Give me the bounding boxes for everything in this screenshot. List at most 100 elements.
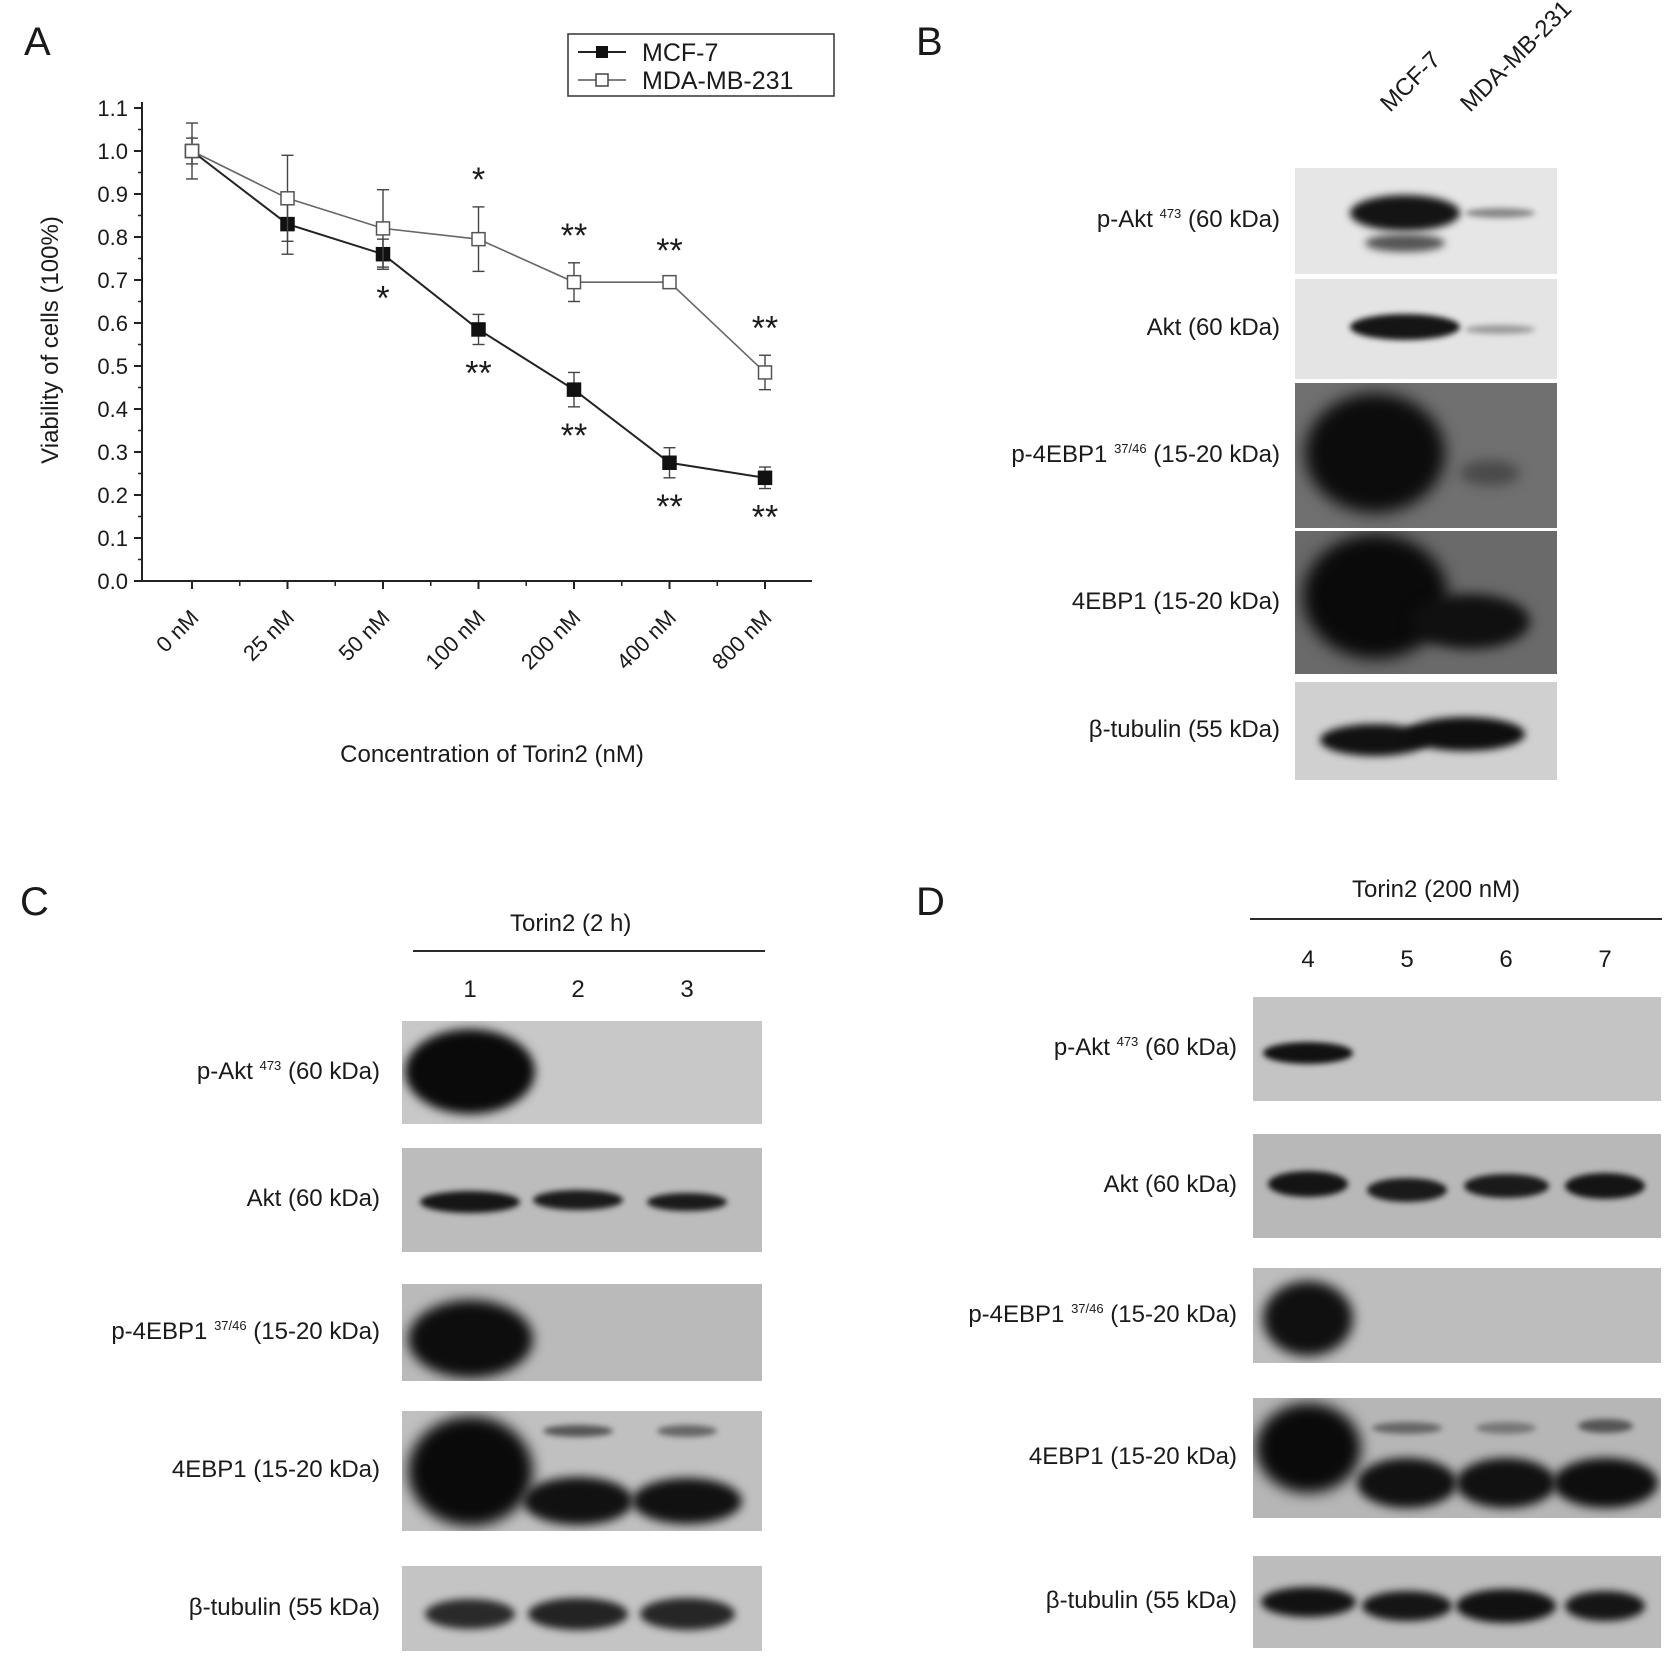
molecular-weight: (60 kDa) [1144, 1171, 1237, 1198]
significance-mark: ** [465, 355, 491, 393]
significance-mark: ** [656, 488, 682, 526]
y-tick-label: 1.0 [97, 139, 128, 164]
chart-axes: 0.0 0.1 0.2 0.3 0.4 0.5 0.6 0.7 0.8 0.9 1.0 1.1 0 nM… [97, 96, 812, 674]
lane-number: 7 [1598, 946, 1612, 973]
y-tick-label: 0.2 [97, 483, 128, 508]
band [420, 1191, 520, 1213]
phospho-site: 473 [1116, 1034, 1139, 1049]
molecular-weight: (15-20 kDa) [253, 1456, 380, 1483]
protein-name: p-4EBP1 [111, 1317, 208, 1345]
band [1263, 1280, 1353, 1356]
y-tick-label: 0.8 [97, 225, 128, 250]
blot-strip [1295, 383, 1557, 528]
protein-name: β-tubulin [188, 1593, 282, 1621]
x-tick-label: 100 nM [420, 605, 490, 675]
blot-strip [402, 1148, 762, 1252]
protein-label: p-4EBP1 37/46 (15-20 kDa) [111, 1318, 380, 1346]
band [647, 1193, 727, 1211]
band [657, 1425, 717, 1437]
panel-letter-b: B [916, 20, 943, 64]
x-tick-label: 50 nM [334, 605, 395, 666]
data-point [662, 274, 677, 290]
molecular-weight: (55 kDa) [1144, 1587, 1237, 1614]
band [425, 1599, 515, 1629]
x-tick-label: 25 nM [238, 605, 299, 666]
protein-label: 4EBP1 (15-20 kDa) [172, 1456, 380, 1484]
band [1255, 1403, 1361, 1493]
lane-number: 1 [463, 976, 477, 1003]
band [1476, 1422, 1536, 1434]
band [1372, 1422, 1442, 1434]
molecular-weight: (15-20 kDa) [1153, 440, 1280, 468]
data-point [757, 470, 773, 486]
data-point [566, 382, 582, 397]
y-tick-label: 0.7 [97, 268, 128, 293]
protein-name: p-4EBP1 [968, 1300, 1065, 1328]
band [543, 1425, 613, 1437]
band [1365, 234, 1445, 252]
chart-series: ******* ***** **** [184, 122, 778, 537]
band [1456, 1589, 1556, 1623]
molecular-weight: (60 kDa) [1187, 206, 1280, 233]
band [523, 1477, 633, 1525]
y-axis-label: Viability of cells (100%) [37, 216, 64, 464]
phospho-site: 37/46 [1071, 1300, 1104, 1316]
panel-letter-c: C [20, 880, 49, 924]
molecular-weight: (15-20 kDa) [253, 1317, 380, 1345]
protein-label: 4EBP1 (15-20 kDa) [1072, 588, 1280, 616]
band [1367, 1178, 1447, 1202]
viability-chart: 0.0 0.1 0.2 0.3 0.4 0.5 0.6 0.7 0.8 0.9 1.0 1.1 0 nM… [37, 33, 835, 768]
band [1465, 324, 1535, 334]
protein-name: p-Akt [1053, 1034, 1110, 1061]
x-axis-label: Concentration of Torin2 (nM) [340, 741, 644, 768]
molecular-weight: (60 kDa) [1187, 314, 1280, 341]
treatment-header: Torin2 (2 h) [510, 910, 632, 937]
data-point [280, 191, 295, 206]
protein-label: Akt (60 kDa) [1104, 1171, 1237, 1199]
band [632, 1478, 742, 1524]
band [1463, 1174, 1549, 1198]
protein-name: 4EBP1 [171, 1456, 247, 1483]
band [639, 1598, 735, 1630]
molecular-weight: (55 kDa) [1187, 716, 1280, 743]
protein-label: β-tubulin (55 kDa) [189, 1594, 380, 1622]
protein-label: p-4EBP1 37/46 (15-20 kDa) [968, 1301, 1237, 1329]
data-point [375, 221, 391, 236]
molecular-weight: (60 kDa) [287, 1057, 380, 1085]
protein-label: Akt (60 kDa) [1147, 314, 1280, 342]
protein-label: Akt (60 kDa) [247, 1185, 380, 1213]
column-label: MDA-MB-231 [1455, 0, 1578, 118]
treatment-header: Torin2 (200 nM) [1352, 876, 1521, 903]
legend-box [567, 33, 835, 97]
significance-mark: * [376, 279, 389, 317]
band [1552, 1458, 1658, 1508]
band [533, 1190, 623, 1210]
protein-label: p-Akt 473 (60 kDa) [1097, 206, 1280, 234]
protein-name: p-4EBP1 [1011, 440, 1108, 468]
phospho-site: 37/46 [1114, 440, 1147, 456]
protein-name: β-tubulin [1088, 716, 1182, 743]
band [1565, 1591, 1645, 1621]
band [1465, 208, 1535, 218]
blot-strip [1253, 1134, 1661, 1238]
molecular-weight: (15-20 kDa) [1153, 587, 1280, 615]
band [1460, 460, 1520, 486]
blot-strip [1295, 168, 1557, 274]
column-label: MCF-7 [1375, 46, 1447, 118]
y-tick-label: 0.9 [97, 182, 128, 207]
band [1357, 1458, 1457, 1508]
blot-strip [402, 1566, 762, 1651]
y-tick-label: 1.1 [97, 96, 128, 121]
data-point [662, 455, 677, 470]
blot-strip [1253, 997, 1661, 1101]
legend-label-mda: MDA-MB-231 [642, 67, 793, 95]
phospho-site: 37/46 [214, 1317, 247, 1333]
chart-legend: MCF-7 MDA-MB-231 [567, 33, 835, 97]
protein-name: p-Akt [196, 1057, 253, 1085]
panel-letter-a: A [24, 20, 51, 64]
y-tick-label: 0.5 [97, 354, 128, 379]
x-tick-label: 200 nM [516, 605, 586, 675]
band [1456, 1458, 1556, 1508]
lane-number: 3 [680, 976, 694, 1003]
data-point [471, 231, 486, 247]
